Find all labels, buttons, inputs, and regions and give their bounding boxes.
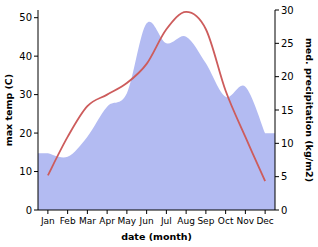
y2-tick (275, 10, 279, 11)
y2-tick-label: 20 (281, 71, 294, 82)
y2-tick (275, 210, 279, 211)
x-tick (245, 210, 246, 214)
y-tick-label: 40 (19, 51, 32, 62)
x-tick-label: Jul (160, 216, 172, 226)
x-tick (205, 210, 206, 214)
x-tick-label: Sep (197, 216, 214, 226)
x-tick-label: Apr (99, 216, 115, 226)
x-tick-label: Mar (79, 216, 96, 226)
y-tick (34, 133, 38, 134)
x-tick-label: Jun (139, 216, 154, 226)
y-tick (34, 17, 38, 18)
x-tick (186, 210, 187, 214)
y2-axis-label: med. precipitation (kg/m2) (304, 38, 315, 182)
x-tick-label: Oct (218, 216, 234, 226)
x-tick (126, 210, 127, 214)
x-tick (67, 210, 68, 214)
y2-tick (275, 43, 279, 44)
y2-tick-label: 10 (281, 138, 294, 149)
x-tick-label: Feb (60, 216, 76, 226)
y2-tick-label: 30 (281, 5, 294, 16)
area (38, 22, 275, 210)
x-tick (47, 210, 48, 214)
y-tick-label: 0 (26, 205, 32, 216)
y-axis-label: max temp (C) (3, 74, 14, 146)
x-tick-label: Dec (256, 216, 273, 226)
x-tick (265, 210, 266, 214)
x-tick (107, 210, 108, 214)
x-tick-label: May (118, 216, 137, 226)
y-tick (34, 210, 38, 211)
y2-tick (275, 76, 279, 77)
y2-tick-label: 15 (281, 105, 294, 116)
x-tick-label: Aug (177, 216, 195, 226)
y-tick-label: 50 (19, 12, 32, 23)
x-axis (38, 210, 275, 211)
x-tick-label: Jan (40, 216, 55, 226)
x-axis-label: date (month) (121, 231, 192, 242)
y-axis (38, 10, 39, 210)
y-tick-label: 30 (19, 89, 32, 100)
y-tick (34, 94, 38, 95)
x-tick (166, 210, 167, 214)
y2-tick-label: 5 (281, 171, 287, 182)
y2-tick (275, 143, 279, 144)
y2-tick-label: 0 (281, 205, 287, 216)
line (48, 12, 265, 181)
x-tick (87, 210, 88, 214)
y2-tick (275, 176, 279, 177)
x-tick (146, 210, 147, 214)
x-tick-label: Nov (237, 216, 255, 226)
y-tick-label: 20 (19, 128, 32, 139)
y2-tick (275, 110, 279, 111)
y2-tick-label: 25 (281, 38, 294, 49)
y-tick (34, 171, 38, 172)
chart: 01020304050051015202530JanFebMarAprMayJu… (0, 0, 318, 247)
y-tick-label: 10 (19, 166, 32, 177)
plot-area (38, 12, 275, 210)
y-tick (34, 56, 38, 57)
x-tick (225, 210, 226, 214)
